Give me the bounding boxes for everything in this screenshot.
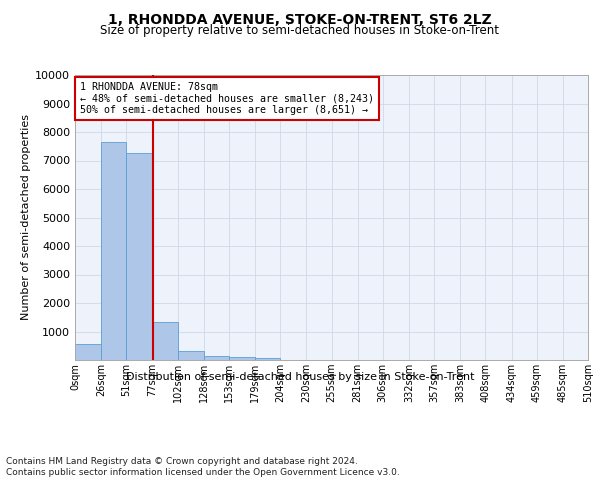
Bar bbox=[152, 322, 178, 360]
Bar bbox=[204, 356, 229, 360]
Text: Size of property relative to semi-detached houses in Stoke-on-Trent: Size of property relative to semi-detach… bbox=[101, 24, 499, 37]
Bar bbox=[255, 358, 280, 360]
Bar bbox=[127, 154, 152, 360]
Text: 1 RHONDDA AVENUE: 78sqm
← 48% of semi-detached houses are smaller (8,243)
50% of: 1 RHONDDA AVENUE: 78sqm ← 48% of semi-de… bbox=[80, 82, 374, 116]
Text: 1, RHONDDA AVENUE, STOKE-ON-TRENT, ST6 2LZ: 1, RHONDDA AVENUE, STOKE-ON-TRENT, ST6 2… bbox=[108, 12, 492, 26]
Bar bbox=[101, 142, 127, 360]
Bar bbox=[178, 352, 204, 360]
Y-axis label: Number of semi-detached properties: Number of semi-detached properties bbox=[21, 114, 31, 320]
Bar bbox=[75, 344, 101, 360]
Text: Contains HM Land Registry data © Crown copyright and database right 2024.
Contai: Contains HM Land Registry data © Crown c… bbox=[6, 458, 400, 477]
Bar bbox=[229, 357, 255, 360]
Text: Distribution of semi-detached houses by size in Stoke-on-Trent: Distribution of semi-detached houses by … bbox=[126, 372, 474, 382]
